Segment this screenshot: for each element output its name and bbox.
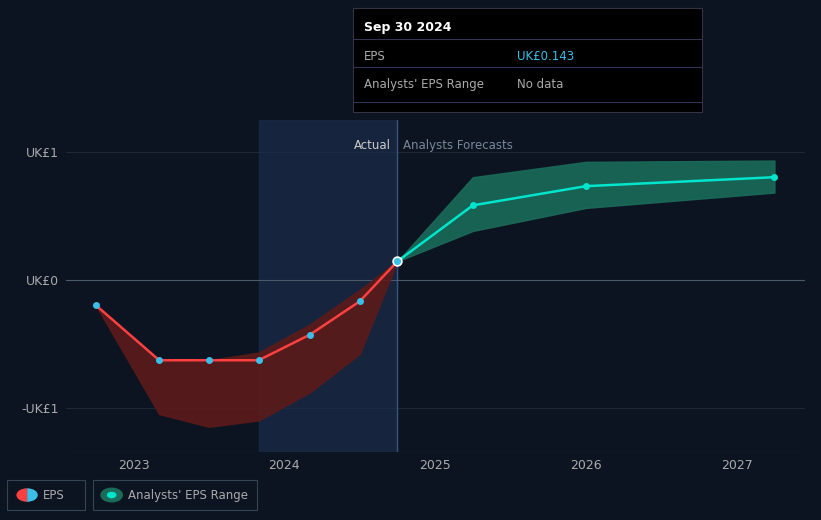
Point [89,301,103,309]
Point [466,201,479,210]
Point [153,356,166,365]
Point [353,297,366,306]
Point [580,182,593,190]
Text: No data: No data [517,78,563,91]
Point [768,173,781,181]
Text: Sep 30 2024: Sep 30 2024 [364,21,452,34]
Text: Analysts' EPS Range: Analysts' EPS Range [128,489,248,501]
Text: EPS: EPS [43,489,64,501]
Text: Actual: Actual [355,139,392,152]
Bar [259,120,397,452]
Point [304,331,317,339]
Text: UK£0.143: UK£0.143 [517,49,575,62]
Point [252,356,265,365]
Text: EPS: EPS [364,49,385,62]
Text: Analysts Forecasts: Analysts Forecasts [403,139,513,152]
Point [202,356,215,365]
Point [391,257,404,265]
Text: Analysts' EPS Range: Analysts' EPS Range [364,78,484,91]
Point [391,257,404,265]
